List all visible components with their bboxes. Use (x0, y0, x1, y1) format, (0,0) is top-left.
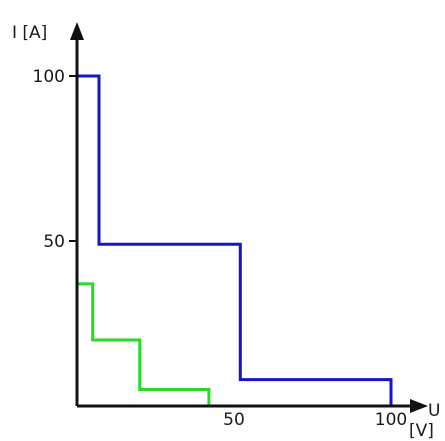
x-axis-arrow (410, 399, 428, 413)
x-axis-unit: [V] (409, 421, 434, 441)
y-axis-label: I [A] (12, 23, 47, 43)
y-tick-label: 50 (43, 232, 65, 252)
series-layer (77, 74, 393, 406)
series-line-1 (77, 74, 393, 406)
ticks-layer: 50 100 50 100 (33, 67, 408, 430)
x-tick-label: 50 (223, 410, 245, 430)
y-axis-arrow (70, 22, 84, 40)
series-line-2 (77, 282, 211, 406)
x-axis-label: U (428, 401, 440, 421)
y-tick-label: 100 (33, 67, 65, 87)
x-tick-label: 100 (375, 410, 407, 430)
